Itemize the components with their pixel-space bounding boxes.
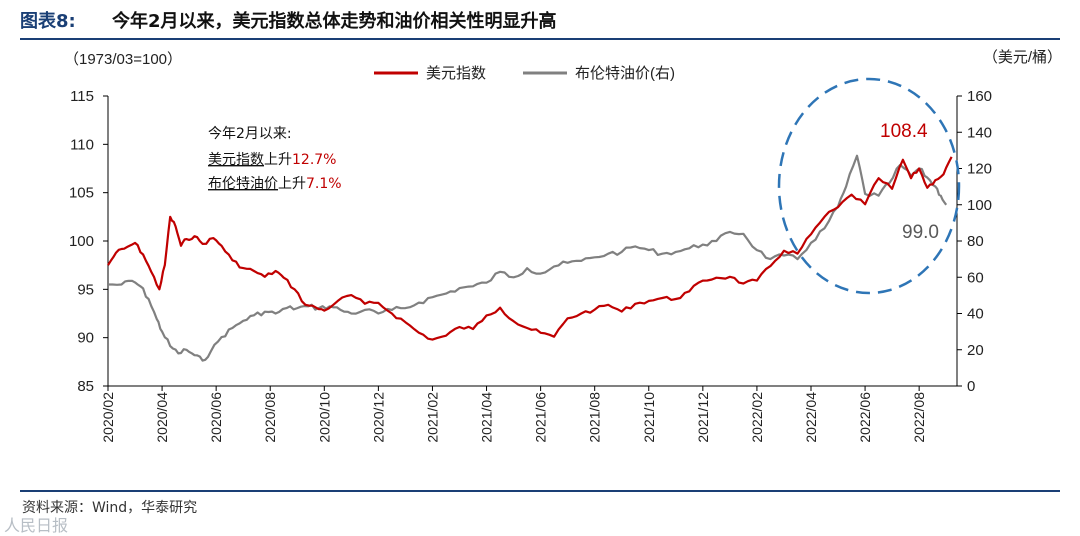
right-tick-label: 20 [967, 342, 984, 359]
annotation-oil-prefix: 上升 [278, 176, 306, 192]
oil-last-value-label: 99.0 [902, 222, 939, 243]
annotation-oil-name: 布伦特油价 [208, 176, 278, 192]
right-tick-label: 80 [967, 233, 984, 250]
left-tick-label: 115 [70, 88, 94, 105]
right-tick-label: 140 [967, 124, 992, 141]
x-tick-label: 2020/12 [370, 392, 386, 443]
legend-label-usd: 美元指数 [426, 65, 486, 82]
x-tick-label: 2021/06 [533, 392, 549, 443]
right-axis-unit: （美元/桶） [983, 49, 1062, 66]
annotation-usd: 美元指数上升12.7% [208, 152, 336, 168]
x-tick-label: 2021/02 [424, 392, 440, 443]
x-tick-label: 2022/06 [857, 392, 873, 443]
x-tick-label: 2020/04 [154, 392, 170, 443]
annotation-usd-value: 12.7% [292, 152, 336, 168]
x-tick-label: 2021/12 [695, 392, 711, 443]
left-axis-unit: （1973/03=100） [64, 51, 182, 68]
figure-title: 今年2月以来，美元指数总体走势和油价相关性明显升高 [112, 11, 557, 32]
right-axis-ticks: 0 20 40 60 80 100 120 140 160 [957, 88, 992, 395]
legend-label-oil: 布伦特油价(右) [575, 65, 675, 82]
legend: 美元指数 布伦特油价(右) [374, 65, 675, 82]
annotation-title: 今年2月以来: [208, 126, 292, 142]
figure-label: 图表8: [20, 11, 76, 32]
annotation-usd-name: 美元指数 [208, 152, 264, 168]
left-tick-label: 95 [77, 281, 94, 298]
source-note: 资料来源：Wind，华泰研究 [22, 500, 198, 516]
left-tick-label: 85 [77, 378, 94, 395]
annotation-oil-value: 7.1% [306, 176, 342, 192]
right-tick-label: 0 [967, 378, 975, 395]
left-tick-label: 90 [77, 330, 94, 347]
x-tick-label: 2020/10 [316, 392, 332, 443]
x-tick-label: 2022/04 [803, 392, 819, 443]
title-rule [20, 38, 1060, 40]
annotation-box: 今年2月以来: 美元指数上升12.7% 布伦特油价上升7.1% [208, 126, 342, 192]
annotation-oil: 布伦特油价上升7.1% [208, 176, 342, 192]
left-tick-label: 100 [69, 233, 94, 250]
watermark: 人民日报 [4, 516, 69, 535]
x-tick-label: 2020/08 [262, 392, 278, 443]
x-axis-ticks: 2020/02 2020/04 2020/06 2020/08 2020/10 2020/… [100, 386, 927, 443]
left-axis-ticks: 85 90 95 100 105 110 115 [69, 88, 108, 395]
right-tick-label: 120 [967, 161, 992, 178]
x-tick-label: 2022/02 [749, 392, 765, 443]
x-tick-label: 2021/08 [587, 392, 603, 443]
x-tick-label: 2022/08 [911, 392, 927, 443]
usd-last-value-label: 108.4 [880, 121, 928, 142]
x-tick-label: 2020/06 [208, 392, 224, 443]
x-tick-label: 2020/02 [100, 392, 116, 443]
left-tick-label: 110 [70, 136, 94, 153]
right-tick-label: 60 [967, 269, 984, 286]
right-tick-label: 160 [967, 88, 992, 105]
annotation-usd-prefix: 上升 [264, 152, 292, 168]
bottom-rule [20, 490, 1060, 492]
x-tick-label: 2021/10 [641, 392, 657, 443]
figure-header: 图表8: 今年2月以来，美元指数总体走势和油价相关性明显升高 [20, 4, 1060, 38]
highlight-circle [777, 77, 961, 295]
x-tick-label: 2021/04 [479, 392, 495, 443]
right-tick-label: 40 [967, 306, 984, 323]
right-tick-label: 100 [967, 197, 992, 214]
series-line-usd [107, 156, 953, 341]
left-tick-label: 105 [69, 185, 94, 202]
